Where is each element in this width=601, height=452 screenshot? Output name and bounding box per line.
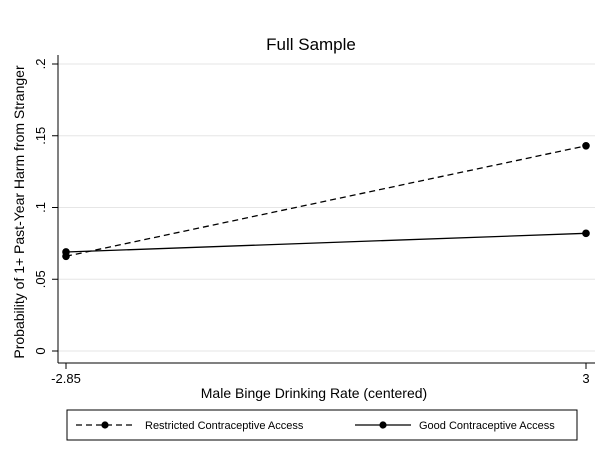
legend: Restricted Contraceptive Access Good Con… [66,409,578,441]
series-1-point [62,248,70,256]
y-tick-label: .15 [33,127,48,145]
y-tick-label: .1 [33,202,48,213]
series-0-point [582,141,590,150]
y-tick-label: 0 [33,347,48,354]
legend-label-restricted: Restricted Contraceptive Access [145,420,304,432]
axes: 0 .05 .1 .15 .2 -2.85 3 [33,55,595,386]
plot-region [58,55,595,363]
legend-marker-restricted [101,421,109,429]
y-axis-label: Probability of 1+ Past-Year Harm from St… [11,65,27,359]
y-tick-label: .05 [33,270,48,288]
x-tick-label: 3 [582,371,589,386]
series-group [62,141,590,261]
series-1-point [582,229,590,238]
gridlines [58,63,595,352]
legend-marker-good [379,421,387,429]
x-tick-label: -2.85 [51,371,81,386]
series-line-1 [65,232,587,253]
series-line-0 [65,145,587,257]
legend-label-good: Good Contraceptive Access [419,420,555,432]
x-axis-label: Male Binge Drinking Rate (centered) [201,385,427,401]
y-tick-label: .2 [33,59,48,70]
legend-box [66,409,578,441]
chart-title: Full Sample [266,35,356,54]
